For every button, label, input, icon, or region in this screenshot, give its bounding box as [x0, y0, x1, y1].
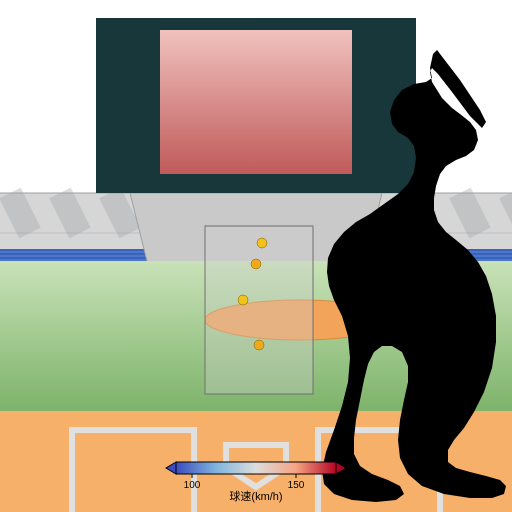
pitch-marker	[251, 259, 261, 269]
pitch-marker	[238, 295, 248, 305]
colorbar	[176, 462, 336, 474]
scoreboard-screen	[160, 30, 352, 174]
strike-zone	[205, 226, 313, 394]
colorbar-label: 球速(km/h)	[229, 489, 282, 503]
pitch-chart: 100 150 球速(km/h)	[0, 0, 512, 512]
colorbar-tick: 100	[184, 480, 201, 491]
colorbar-tick: 150	[288, 480, 305, 491]
pitch-marker	[254, 340, 264, 350]
pitch-marker	[257, 238, 267, 248]
